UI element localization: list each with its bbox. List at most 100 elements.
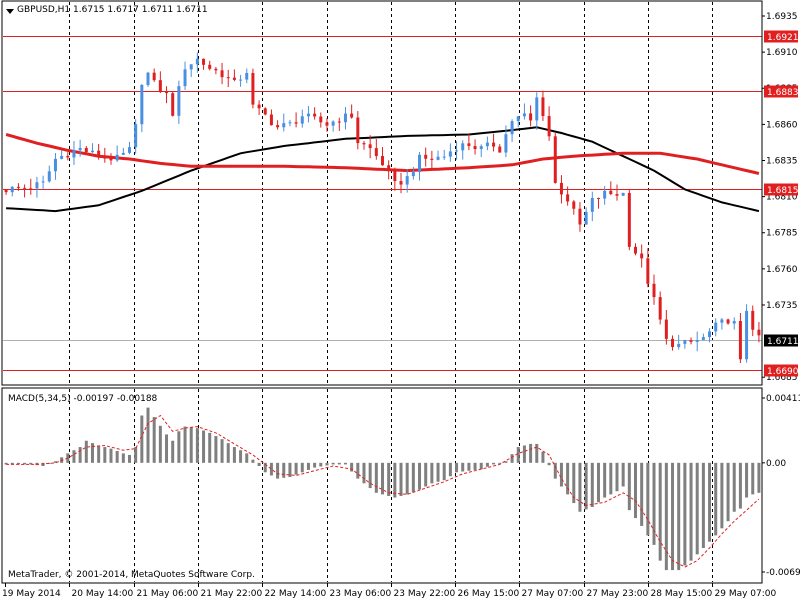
bearish-candle	[257, 104, 261, 109]
macd-histogram-bar	[689, 462, 693, 561]
ohlc-values: 1.6715 1.6717 1.6711 1.6711	[73, 5, 208, 15]
bullish-candle	[745, 310, 749, 360]
macd-histogram-bar	[430, 462, 434, 484]
macd-y-tick-label: 0.00411	[766, 394, 800, 404]
macd-histogram-bar	[442, 462, 446, 481]
bullish-candle	[128, 147, 131, 153]
bearish-candle	[97, 150, 101, 158]
macd-histogram-bar	[232, 447, 236, 463]
y-tick-label: 1.6835	[766, 156, 798, 166]
bearish-candle	[751, 310, 755, 330]
macd-histogram-bar	[646, 462, 650, 536]
macd-histogram-bar	[553, 462, 557, 479]
macd-histogram-bar	[158, 425, 162, 463]
macd-histogram-bar	[615, 462, 619, 492]
bearish-candle	[738, 320, 742, 360]
price-level-badge	[764, 30, 798, 43]
macd-histogram-bar	[189, 427, 193, 463]
bearish-candle	[263, 108, 267, 115]
bearish-candle	[226, 77, 230, 79]
macd-histogram-bar	[418, 462, 422, 490]
bearish-candle	[387, 165, 391, 171]
macd-histogram-bar	[319, 462, 323, 467]
macd-histogram-bar	[343, 462, 347, 465]
macd-histogram-bar	[516, 447, 520, 463]
chart-menu-arrow-icon[interactable]	[6, 9, 14, 14]
bearish-candle	[646, 258, 650, 284]
macd-histogram-bar	[109, 448, 113, 463]
macd-histogram-bar	[473, 462, 477, 470]
bearish-candle	[547, 116, 551, 137]
macd-y-tick-label: -0.00692	[766, 568, 800, 578]
macd-histogram-bar	[337, 462, 341, 465]
bullish-candle	[177, 86, 181, 116]
bullish-candle	[442, 156, 446, 158]
macd-histogram-bar	[29, 462, 33, 465]
bearish-candle	[467, 143, 471, 147]
y-tick-label: 1.6735	[766, 301, 798, 311]
price-level-badge	[764, 364, 798, 377]
macd-histogram-bar	[300, 462, 304, 473]
macd-histogram-bar	[276, 462, 280, 479]
macd-histogram-bar	[522, 445, 526, 463]
bullish-candle	[448, 151, 452, 157]
bullish-candle	[306, 113, 310, 117]
bullish-candle	[115, 154, 119, 161]
bearish-candle	[214, 68, 218, 71]
bullish-candle	[695, 340, 699, 342]
bearish-candle	[368, 144, 372, 149]
macd-histogram-bar	[671, 462, 675, 571]
macd-histogram-bar	[664, 462, 668, 571]
bearish-candle	[671, 338, 675, 348]
bearish-candle	[559, 182, 563, 195]
macd-histogram-bar	[134, 447, 138, 463]
macd-histogram-bar	[78, 447, 82, 463]
bearish-candle	[615, 194, 619, 196]
x-tick-label: 21 May 22:00	[201, 589, 263, 599]
price-level-badge	[764, 183, 798, 196]
macd-histogram-bar	[97, 445, 101, 463]
bullish-candle	[584, 211, 588, 225]
macd-histogram-bar	[140, 415, 144, 463]
macd-histogram-bar	[547, 462, 551, 466]
bearish-candle	[381, 156, 384, 166]
macd-histogram-bar	[269, 462, 273, 476]
bullish-candle	[121, 152, 125, 155]
macd-histogram-bar	[313, 462, 317, 468]
bearish-candle	[4, 189, 8, 193]
macd-histogram-bar	[596, 462, 600, 503]
bearish-candle	[596, 197, 600, 199]
macd-histogram-bar	[257, 462, 261, 466]
bearish-candle	[269, 114, 273, 126]
macd-histogram-bar	[146, 407, 150, 463]
macd-histogram-bar	[177, 431, 181, 463]
macd-histogram-bar	[245, 453, 249, 463]
macd-histogram-bar	[572, 462, 576, 504]
symbol-name: GBPUSD,H1	[17, 5, 71, 15]
x-tick-label: 28 May 15:00	[651, 589, 713, 599]
macd-histogram-bar	[115, 451, 119, 463]
macd-histogram-bar	[362, 462, 366, 484]
bullish-candle	[535, 97, 539, 121]
macd-histogram-bar	[226, 443, 230, 463]
macd-histogram-bar	[411, 462, 415, 493]
symbol-header: GBPUSD,H1 1.6715 1.6717 1.6711 1.6711	[17, 5, 208, 16]
bearish-candle	[664, 319, 668, 339]
bearish-candle	[362, 143, 366, 145]
x-tick-label: 23 May 22:00	[394, 589, 456, 599]
x-tick-label: 21 May 06:00	[137, 589, 199, 599]
macd-histogram-bar	[504, 461, 508, 463]
macd-histogram-bar	[53, 461, 57, 463]
bearish-candle	[158, 80, 162, 93]
bullish-candle	[405, 176, 409, 185]
bearish-candle	[492, 142, 496, 147]
macd-histogram-bar	[584, 462, 588, 510]
bearish-candle	[220, 70, 224, 78]
bullish-candle	[479, 146, 483, 150]
macd-signal-line	[6, 414, 760, 568]
macd-histogram-bar	[640, 462, 644, 526]
fast-moving-average-line	[6, 126, 760, 213]
macd-histogram-bar	[381, 462, 384, 495]
